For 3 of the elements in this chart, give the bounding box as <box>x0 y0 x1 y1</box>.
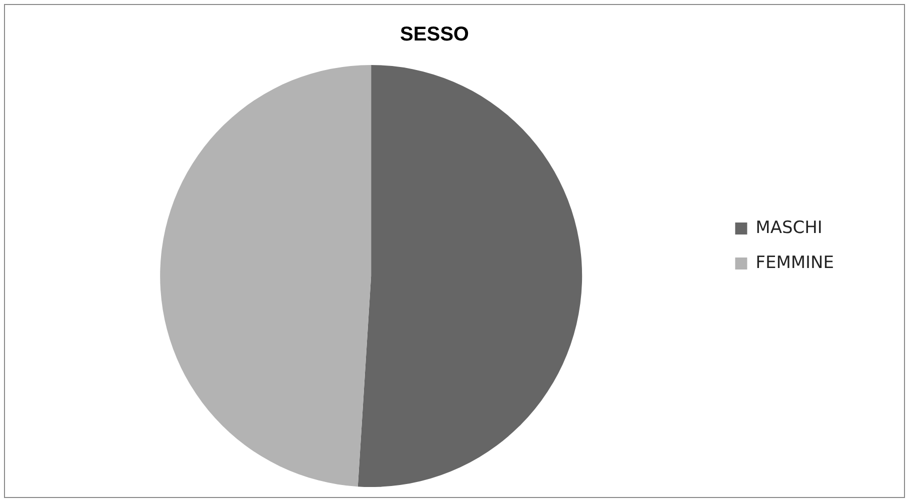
chart-title: SESSO <box>400 24 469 46</box>
legend-label: FEMMINE <box>756 252 834 273</box>
legend-label: MASCHI <box>756 218 822 238</box>
